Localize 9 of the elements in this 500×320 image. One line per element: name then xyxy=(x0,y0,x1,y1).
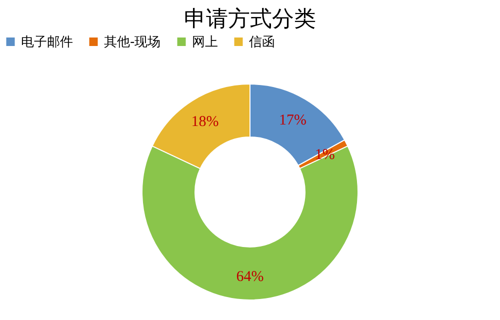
legend-label: 其他-现场 xyxy=(104,34,161,50)
data-label: 64% xyxy=(236,269,264,285)
legend-label: 电子邮件 xyxy=(21,34,73,50)
data-label: 18% xyxy=(191,114,219,130)
legend-label: 网上 xyxy=(192,34,218,50)
chart-title: 申请方式分类 xyxy=(184,7,316,32)
legend-label: 信函 xyxy=(249,34,275,50)
data-label: 17% xyxy=(279,112,307,129)
data-label: 1% xyxy=(314,146,335,163)
